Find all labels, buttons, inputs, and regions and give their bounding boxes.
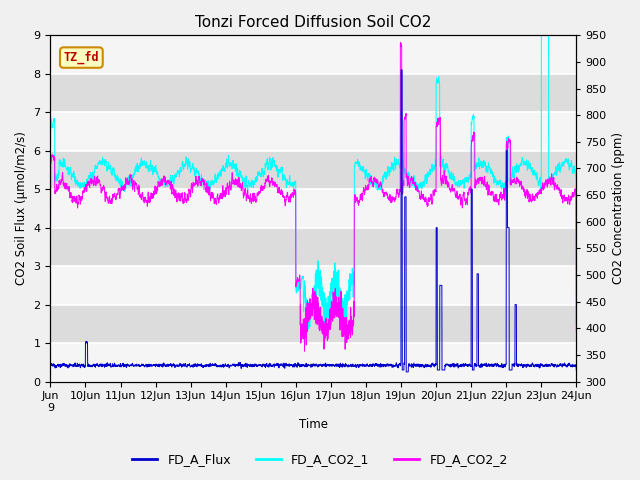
Legend: FD_A_Flux, FD_A_CO2_1, FD_A_CO2_2: FD_A_Flux, FD_A_CO2_1, FD_A_CO2_2 [127,448,513,471]
Y-axis label: CO2 Concentration (ppm): CO2 Concentration (ppm) [612,132,625,285]
Bar [51,189,576,228]
Bar [51,151,576,189]
Bar [51,343,576,382]
Bar [51,112,576,151]
Text: TZ_fd: TZ_fd [63,51,99,64]
X-axis label: Time: Time [299,419,328,432]
Bar [51,305,576,343]
Bar [51,74,576,112]
Y-axis label: CO2 Soil Flux (μmol/m2/s): CO2 Soil Flux (μmol/m2/s) [15,132,28,286]
Bar [51,228,576,266]
Bar [51,266,576,305]
Title: Tonzi Forced Diffusion Soil CO2: Tonzi Forced Diffusion Soil CO2 [195,15,431,30]
Bar [51,36,576,74]
